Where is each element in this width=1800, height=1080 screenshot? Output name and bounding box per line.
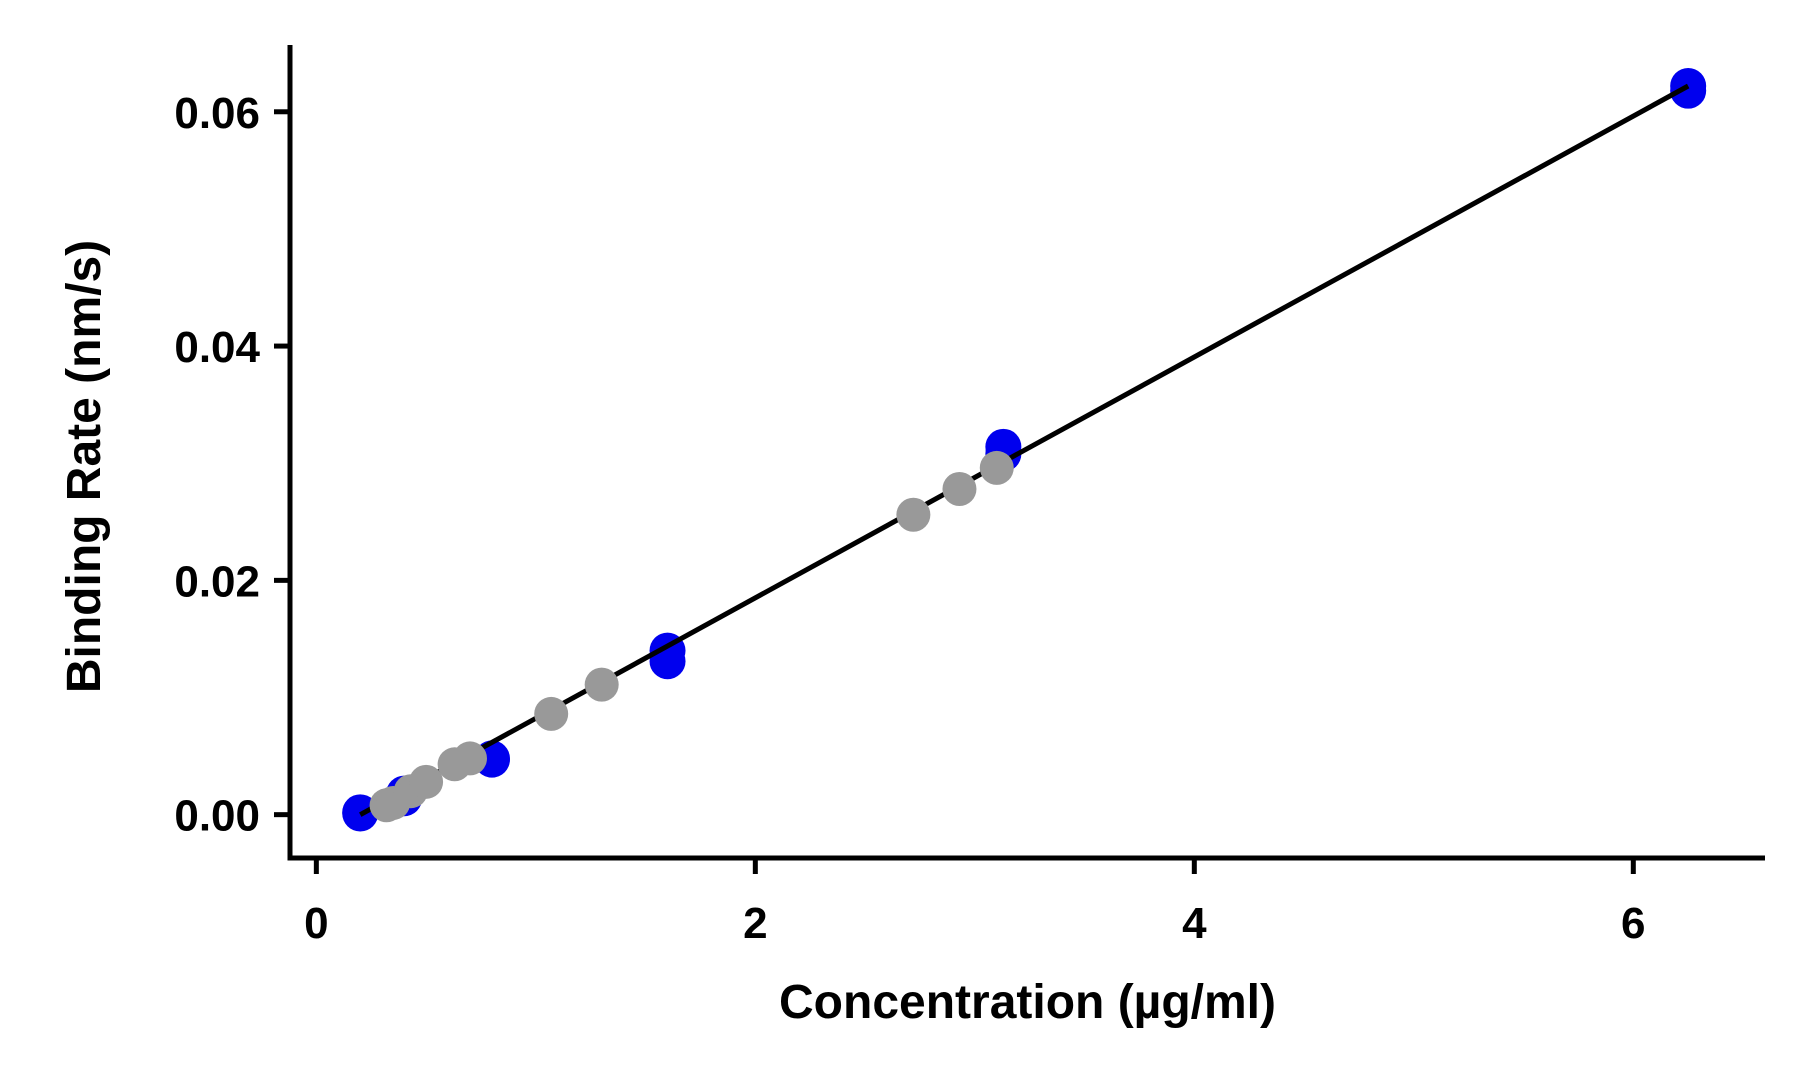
y-tick-label: 0.02	[174, 557, 260, 606]
x-tick-label: 6	[1621, 899, 1645, 948]
gray-data-point	[942, 471, 977, 506]
y-tick-label: 0.00	[174, 792, 260, 841]
gray-data-point	[409, 764, 444, 799]
x-axis-label: Concentration (µg/ml)	[779, 976, 1276, 1029]
y-tick-label: 0.04	[174, 323, 260, 372]
gray-data-point	[584, 667, 619, 702]
plot-area	[342, 68, 1707, 832]
fit-line	[359, 83, 1690, 817]
x-tick-label: 0	[304, 899, 328, 948]
x-tick-label: 4	[1182, 899, 1207, 948]
axis-ticks: 0 2 4 6 0.00 0.02 0.04 0.06	[174, 89, 1645, 948]
x-tick-label: 2	[743, 899, 767, 948]
blue-data-point	[1670, 72, 1707, 109]
gray-data-point	[896, 497, 931, 532]
gray-data-point	[452, 741, 487, 776]
y-tick-label: 0.06	[174, 89, 260, 138]
gray-data-point	[979, 450, 1014, 485]
gray-data-point	[534, 696, 569, 731]
y-axis-label: Binding Rate (nm/s)	[58, 240, 111, 693]
